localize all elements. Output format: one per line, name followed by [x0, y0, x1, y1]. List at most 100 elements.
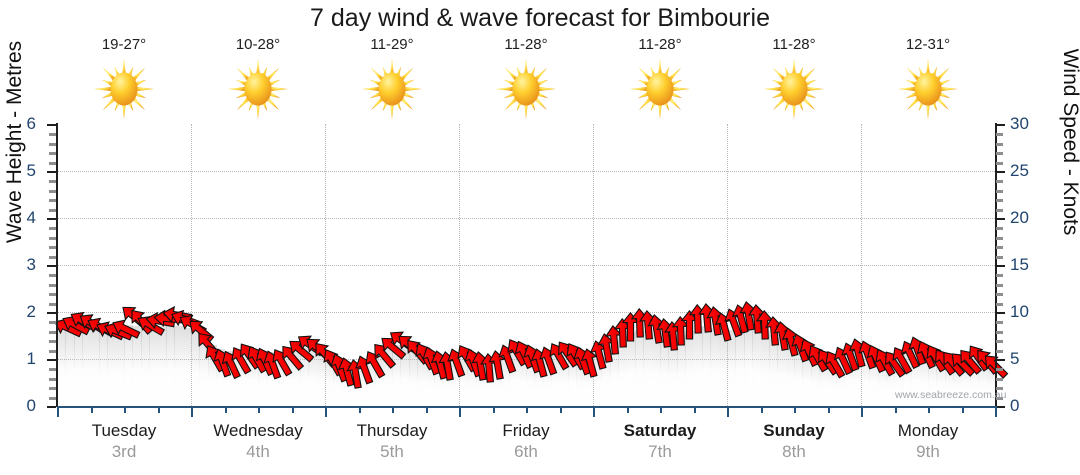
wave-segment	[149, 327, 159, 406]
temperature-range: 11-29°	[370, 36, 414, 53]
wave-segment	[777, 338, 787, 406]
wave-segment	[718, 331, 728, 406]
wave-segment	[124, 325, 134, 406]
x-tick-sub	[928, 406, 930, 413]
wave-segment	[609, 340, 619, 406]
right-minor-tick	[996, 246, 1003, 250]
wave-segment	[509, 349, 519, 406]
left-tick-4	[47, 218, 56, 220]
x-tick-day	[325, 406, 327, 417]
right-minor-tick	[996, 283, 1003, 287]
site-watermark: www.seabreeze.com.au	[895, 389, 1007, 401]
day-header-thursday: 11-29°	[342, 36, 442, 120]
wave-segment	[819, 356, 829, 406]
temperature-range: 11-28°	[504, 36, 548, 53]
left-minor-tick	[49, 180, 56, 184]
wave-segment	[450, 357, 460, 406]
gridline-v-2	[325, 124, 326, 406]
wave-segment	[467, 356, 477, 406]
x-tick-day	[593, 406, 595, 417]
wave-segment	[534, 356, 544, 406]
temperature-range: 12-31°	[905, 36, 951, 53]
wave-segment	[115, 328, 125, 406]
left-minor-tick	[49, 199, 56, 203]
left-minor-tick	[49, 283, 56, 287]
gridline-h-4	[57, 218, 995, 219]
right-tick-label-30: 30	[1010, 114, 1029, 133]
right-minor-tick	[996, 396, 1003, 400]
left-axis-title: Wave Height - Metres	[3, 40, 26, 244]
wind-arrow	[352, 353, 378, 387]
day-label-wednesday: Wednesday 4th	[198, 420, 318, 462]
wave-segment	[785, 342, 795, 406]
right-minor-tick	[996, 208, 1003, 212]
wave-segment	[207, 344, 217, 406]
temperature-range: 11-28°	[638, 36, 682, 53]
right-tick-label-5: 5	[1010, 349, 1020, 368]
wave-segment	[978, 357, 988, 406]
wave-segment	[107, 329, 117, 406]
x-tick-day	[191, 406, 193, 417]
x-tick-sub	[626, 406, 629, 413]
left-tick-label-4: 4	[26, 208, 36, 227]
right-minor-tick	[996, 180, 1003, 184]
x-tick-day	[57, 406, 59, 417]
right-minor-tick	[996, 152, 1003, 156]
x-tick-sub	[124, 406, 126, 413]
left-minor-tick	[49, 293, 56, 297]
wave-segment	[191, 330, 201, 406]
wave-segment	[944, 359, 954, 406]
wind-arrow	[360, 346, 390, 380]
x-tick-sub	[258, 406, 260, 413]
day-header-wednesday: 10-28°	[208, 36, 308, 120]
wave-segment	[953, 360, 963, 406]
left-minor-tick	[49, 302, 56, 306]
wave-segment	[844, 352, 854, 406]
wind-arrow	[109, 314, 143, 342]
wave-segment	[768, 334, 779, 406]
right-tick-5	[996, 359, 1005, 361]
wave-segment	[877, 356, 887, 406]
day-date: 9th	[916, 442, 940, 461]
left-tick-label-3: 3	[26, 255, 36, 274]
left-minor-tick	[49, 255, 56, 259]
left-minor-tick	[49, 396, 56, 400]
right-axis-title: Wind Speed - Knots	[1059, 48, 1080, 236]
left-tick-6	[47, 124, 56, 126]
gridline-v-3	[459, 124, 460, 406]
wave-segment	[484, 359, 494, 406]
x-tick-sub	[559, 406, 562, 413]
wave-segment	[660, 336, 670, 406]
day-label-friday: Friday 6th	[466, 420, 586, 462]
day-label-sunday: Sunday 8th	[734, 420, 854, 462]
day-name: Thursday	[356, 421, 428, 440]
x-tick-sub	[526, 406, 528, 413]
sun-icon	[491, 58, 561, 120]
wave-segment	[333, 358, 343, 406]
day-date: 7th	[648, 442, 672, 461]
wave-segment	[433, 359, 444, 406]
wave-segment	[861, 350, 871, 406]
wave-segment	[593, 351, 603, 406]
wave-segment	[760, 330, 770, 406]
wave-segment	[869, 353, 879, 406]
sun-icon	[893, 58, 963, 120]
day-date: 8th	[782, 442, 806, 461]
wave-segment	[835, 355, 846, 406]
right-minor-tick	[996, 227, 1003, 231]
wave-segment	[157, 326, 167, 406]
x-tick-sub	[291, 406, 294, 413]
wave-segment	[291, 346, 301, 406]
wave-segment	[936, 357, 946, 406]
gridline-v-5	[727, 124, 728, 406]
x-tick-sub	[224, 406, 227, 413]
day-header-tuesday: 19-27°	[74, 36, 174, 120]
wave-segment	[710, 327, 720, 406]
wave-segment	[517, 350, 527, 406]
wave-segment	[266, 352, 276, 406]
left-minor-tick	[49, 321, 56, 325]
wave-segment	[283, 349, 293, 406]
gridline-h-5	[57, 171, 995, 172]
wave-segment	[224, 350, 234, 406]
